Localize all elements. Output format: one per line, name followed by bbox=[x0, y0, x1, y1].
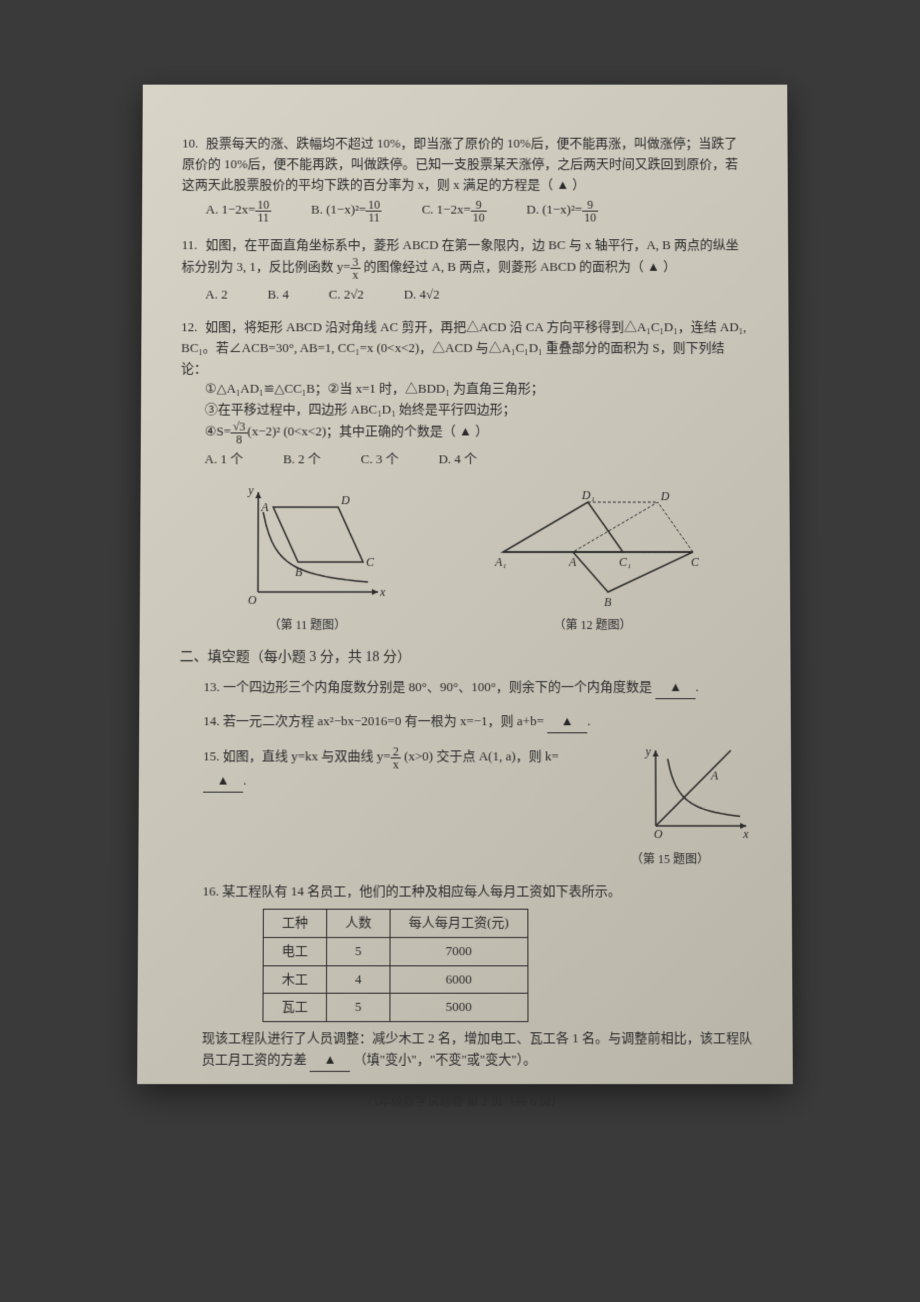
svg-text:A₁: A₁ bbox=[493, 555, 506, 569]
q11-optB: B. 4 bbox=[267, 285, 289, 306]
q12-options: A. 1 个 B. 2 个 C. 3 个 D. 4 个 bbox=[205, 449, 750, 470]
fig11-svg: Ox yA D B C bbox=[227, 482, 387, 612]
question-12: 12.如图，将矩形 ABCD 沿对角线 AC 剪开，再把△ACD 沿 CA 方向… bbox=[181, 317, 750, 470]
th-count: 人数 bbox=[327, 909, 390, 937]
figure-11: Ox yA D B C （第 11 题图） bbox=[227, 482, 387, 635]
q10-optC: C. 1−2x=910 bbox=[422, 199, 487, 224]
q10-optB: B. (1−x)²=1011 bbox=[311, 199, 382, 224]
table-row: 瓦工 5 5000 bbox=[263, 994, 528, 1022]
q12-item1: ①△A₁AD₁≌△CC₁B；②当 x=1 时，△BDD₁ 为直角三角形； bbox=[205, 379, 749, 400]
svg-text:A: A bbox=[710, 768, 719, 782]
q12-item2: ③在平移过程中，四边形 ABC₁D₁ 始终是平行四边形； bbox=[205, 400, 749, 421]
q16-text1: 某工程队有 14 名员工，他们的工种及相应每人每月工资如下表所示。 bbox=[222, 884, 621, 899]
q11-optC: C. 2√2 bbox=[329, 285, 364, 306]
q13-num: 13. bbox=[203, 679, 219, 694]
table-row: 木工 4 6000 bbox=[263, 965, 528, 993]
figures-row: OxyADBC （第 11 题图） A₁AC₁CBDD₁ （第 12 题图） bbox=[180, 482, 751, 635]
q12-optD: D. 4 个 bbox=[439, 449, 478, 470]
fig11-caption: （第 11 题图） bbox=[227, 616, 387, 635]
fig12-caption: （第 12 题图） bbox=[483, 616, 703, 635]
svg-text:y: y bbox=[645, 745, 652, 758]
q10-num: 10. bbox=[182, 134, 206, 154]
fig12-svg: A₁ A C₁ C B D D₁ bbox=[482, 482, 702, 612]
svg-text:x: x bbox=[378, 585, 385, 599]
q11-num: 11. bbox=[182, 236, 206, 257]
q16-blank: ▲ bbox=[310, 1049, 350, 1071]
svg-text:A: A bbox=[260, 500, 269, 514]
svg-text:x: x bbox=[742, 827, 749, 841]
q12-optA: A. 1 个 bbox=[205, 449, 244, 470]
q15-text2: (x>0) 交于点 A(1, a)，则 k= bbox=[401, 749, 559, 764]
q15-num: 15. bbox=[203, 749, 219, 764]
q13-blank: ▲ bbox=[655, 677, 695, 699]
q14-text: 若一元二次方程 ax²−bx−2016=0 有一根为 x=−1，则 a+b= bbox=[223, 713, 544, 728]
wage-table: 工种 人数 每人每月工资(元) 电工 5 7000 木工 4 6000 瓦工 5… bbox=[262, 909, 528, 1023]
question-15: OxyA （第 15 题图） 15. 如图，直线 y=kx 与双曲线 y=2x … bbox=[203, 745, 752, 869]
svg-text:B: B bbox=[604, 595, 612, 609]
question-11: 11.如图，在平面直角坐标系中，菱形 ABCD 在第一象限内，边 BC 与 x … bbox=[181, 236, 748, 306]
q13-text: 一个四边形三个内角度数分别是 80°、90°、100°，则余下的一个内角度数是 bbox=[223, 679, 652, 694]
th-type: 工种 bbox=[263, 909, 326, 937]
svg-text:A: A bbox=[567, 555, 576, 569]
q11-options: A. 2 B. 4 C. 2√2 D. 4√2 bbox=[205, 285, 748, 306]
fig15-caption: （第 15 题图） bbox=[631, 850, 752, 869]
q15-text1: 如图，直线 y=kx 与双曲线 y= bbox=[223, 749, 391, 764]
q11-optD: D. 4√2 bbox=[404, 285, 440, 306]
q10-options: A. 1−2x=1011 B. (1−x)²=1011 C. 1−2x=910 … bbox=[206, 199, 749, 224]
q10-text: 股票每天的涨、跌幅均不超过 10%，即当涨了原价的 10%后，便不能再涨，叫做涨… bbox=[182, 136, 738, 192]
q12-optB: B. 2 个 bbox=[283, 449, 321, 470]
question-14: 14. 若一元二次方程 ax²−bx−2016=0 有一根为 x=−1，则 a+… bbox=[203, 711, 750, 733]
q15-blank: ▲ bbox=[203, 770, 243, 792]
svg-text:D: D bbox=[659, 489, 669, 503]
q10-optA: A. 1−2x=1011 bbox=[206, 199, 272, 224]
svg-text:C: C bbox=[690, 555, 699, 569]
th-wage: 每人每月工资(元) bbox=[390, 909, 528, 937]
svg-text:C: C bbox=[366, 555, 375, 569]
fig15-svg: Ox y A bbox=[630, 745, 751, 846]
exam-page: 10.股票每天的涨、跌幅均不超过 10%，即当涨了原价的 10%后，便不能再涨，… bbox=[137, 85, 793, 1084]
q12-item3: ④S=√38(x−2)² (0<x<2)；其中正确的个数是（ ▲ ） bbox=[205, 421, 750, 446]
page-footer: 八年级数学试题卷 第 2 页（共 6 页） bbox=[177, 1092, 752, 1112]
q16-text2: 现该工程队进行了人员调整：减少木工 2 名，增加电工、瓦工各 1 名。与调整前相… bbox=[202, 1028, 753, 1071]
figure-12: A₁ A C₁ C B D D₁ （第 12 题图） bbox=[482, 482, 702, 635]
svg-text:C₁: C₁ bbox=[618, 555, 630, 569]
q10-optD: D. (1−x)²=910 bbox=[526, 199, 598, 224]
table-header-row: 工种 人数 每人每月工资(元) bbox=[263, 909, 527, 937]
q12-num: 12. bbox=[181, 317, 205, 338]
svg-text:O: O bbox=[654, 827, 663, 841]
q11-optA: A. 2 bbox=[205, 285, 227, 306]
svg-text:B: B bbox=[295, 565, 303, 579]
q14-num: 14. bbox=[203, 713, 219, 728]
table-row: 电工 5 7000 bbox=[263, 937, 527, 965]
svg-text:y: y bbox=[247, 483, 254, 497]
q16-num: 16. bbox=[203, 884, 219, 899]
q11-text2: 的图像经过 A, B 两点，则菱形 ABCD 的面积为（ ▲ ） bbox=[360, 260, 676, 275]
question-13: 13. 一个四边形三个内角度数分别是 80°、90°、100°，则余下的一个内角… bbox=[203, 677, 750, 699]
svg-text:D: D bbox=[340, 493, 350, 507]
question-10: 10.股票每天的涨、跌幅均不超过 10%，即当涨了原价的 10%后，便不能再涨，… bbox=[182, 134, 748, 224]
svg-text:D₁: D₁ bbox=[580, 488, 594, 502]
q12-text1: 如图，将矩形 ABCD 沿对角线 AC 剪开，再把△ACD 沿 CA 方向平移得… bbox=[181, 319, 746, 375]
q12-optC: C. 3 个 bbox=[361, 449, 399, 470]
figure-15: Ox y A （第 15 题图） bbox=[630, 745, 751, 869]
q14-blank: ▲ bbox=[547, 711, 587, 733]
svg-text:O: O bbox=[247, 593, 256, 607]
section2-title: 二、填空题（每小题 3 分，共 18 分） bbox=[180, 647, 751, 669]
question-16: 16. 某工程队有 14 名员工，他们的工种及相应每人每月工资如下表所示。 工种… bbox=[202, 882, 753, 1072]
